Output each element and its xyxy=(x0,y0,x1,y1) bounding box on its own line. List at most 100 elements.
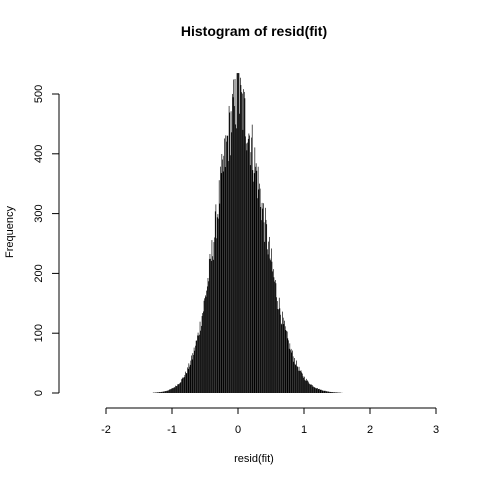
histogram-bar xyxy=(288,338,289,393)
histogram-bar xyxy=(329,392,330,393)
histogram-bar xyxy=(277,301,278,393)
histogram-bar xyxy=(255,167,256,393)
histogram-bar xyxy=(290,350,291,393)
histogram-bar xyxy=(206,291,207,393)
x-axis-label: resid(fit) xyxy=(234,453,274,465)
histogram-bar xyxy=(165,391,166,393)
histogram-bar xyxy=(175,386,176,393)
histogram-bar xyxy=(200,322,201,393)
histogram-bar xyxy=(321,390,322,393)
histogram-bar xyxy=(288,340,289,393)
histogram-bar xyxy=(325,391,326,393)
histogram-bar xyxy=(265,208,266,393)
histogram-bar xyxy=(271,248,272,393)
histogram-bar xyxy=(268,242,269,393)
histogram-bar xyxy=(214,237,215,393)
histogram-bar xyxy=(240,78,241,393)
histogram-bar xyxy=(171,388,172,393)
histogram-bar xyxy=(159,392,160,393)
x-tick-label: 1 xyxy=(301,424,307,436)
histogram-bar xyxy=(185,372,186,393)
histogram-bar xyxy=(224,138,225,393)
y-axis-label: Frequency xyxy=(4,206,16,258)
histogram-bar xyxy=(208,278,209,393)
histogram-bar xyxy=(303,378,304,393)
histogram-bar xyxy=(229,113,230,393)
chart-title: Histogram of resid(fit) xyxy=(181,23,327,39)
histogram-bar xyxy=(241,92,242,393)
histogram-bar xyxy=(205,295,206,393)
histogram-bar xyxy=(182,378,183,393)
histogram-bar xyxy=(305,381,306,393)
histogram-bar xyxy=(168,390,169,393)
histogram-bar xyxy=(287,332,288,393)
histogram-bar xyxy=(195,346,196,393)
histogram-bar xyxy=(333,392,334,393)
histogram-bar xyxy=(235,124,236,393)
histogram-bar xyxy=(171,389,172,393)
histogram-bar xyxy=(315,388,316,393)
histogram-bar xyxy=(301,372,302,393)
histogram-bar xyxy=(307,381,308,393)
histogram-bar xyxy=(249,133,250,393)
histogram-bar xyxy=(223,171,224,393)
histogram-bar xyxy=(184,377,185,393)
histogram-bar xyxy=(246,143,247,393)
histogram-bar xyxy=(229,106,230,393)
histogram-bar xyxy=(237,73,238,393)
histogram-bar xyxy=(241,85,242,393)
histogram-bar xyxy=(256,163,257,393)
histogram-bar xyxy=(320,390,321,393)
histogram-bar xyxy=(196,341,197,393)
histogram-bar xyxy=(322,391,323,393)
histogram-bar xyxy=(297,367,298,393)
histogram-bar xyxy=(261,220,262,393)
histogram-bar xyxy=(321,390,322,393)
histogram-bar xyxy=(187,367,188,393)
histogram-bar xyxy=(312,385,313,393)
histogram-bar xyxy=(198,333,199,393)
histogram-bar xyxy=(260,189,261,393)
histogram-bar xyxy=(326,391,327,393)
histogram-bar xyxy=(236,128,237,393)
histogram-bar xyxy=(160,392,161,393)
histogram-bar xyxy=(330,392,331,393)
histogram-bar xyxy=(167,391,168,393)
histogram-bar xyxy=(215,211,216,393)
histogram-bar xyxy=(297,366,298,393)
histogram-bar xyxy=(206,297,207,393)
histogram-bar xyxy=(303,376,304,393)
histogram-bar xyxy=(212,240,213,393)
histogram-bar xyxy=(180,383,181,393)
histogram-bar xyxy=(289,343,290,393)
histogram-bar xyxy=(309,383,310,393)
histogram-bar xyxy=(311,385,312,393)
histogram-bar xyxy=(187,373,188,393)
x-tick-label: 3 xyxy=(433,424,439,436)
histogram-bar xyxy=(194,351,195,393)
histogram-bar xyxy=(281,324,282,393)
histogram-bar xyxy=(266,220,267,393)
histogram-bar xyxy=(177,386,178,393)
histogram-bar xyxy=(185,375,186,393)
histogram-bar xyxy=(276,283,277,393)
histogram-bar xyxy=(183,378,184,393)
histogram-bar xyxy=(247,143,248,393)
histogram-bar xyxy=(254,173,255,393)
histogram-bar xyxy=(256,171,257,393)
histogram-bar xyxy=(162,392,163,393)
histogram-bar xyxy=(211,261,212,393)
histogram-bar xyxy=(304,377,305,393)
histogram-bar xyxy=(190,365,191,393)
histogram-bar xyxy=(243,89,244,393)
histogram-bar xyxy=(183,377,184,393)
histogram-bar xyxy=(194,348,195,393)
histogram-bar xyxy=(278,309,279,393)
histogram-bar xyxy=(327,391,328,393)
histogram-bar xyxy=(216,238,217,393)
histogram-bar xyxy=(244,92,245,393)
y-tick-label: 400 xyxy=(33,145,45,163)
histogram-bar xyxy=(157,392,158,393)
histogram-bar xyxy=(201,326,202,393)
